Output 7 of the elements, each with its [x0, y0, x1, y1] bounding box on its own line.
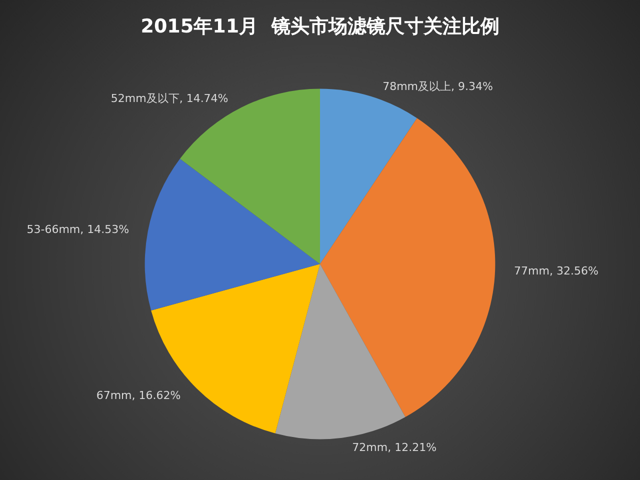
slice-label: 77mm, 32.56%: [514, 264, 598, 278]
slice-label: 78mm及以上, 9.34%: [382, 80, 493, 94]
chart-title: 2015年11月 镜头市场滤镜尺寸关注比例: [140, 16, 500, 38]
slice-label: 72mm, 12.21%: [352, 441, 437, 454]
slice-label: 52mm及以下, 14.74%: [110, 92, 228, 105]
slice-label: 53-66mm, 14.53%: [26, 222, 130, 236]
slice-label: 67mm, 16.62%: [96, 389, 181, 402]
